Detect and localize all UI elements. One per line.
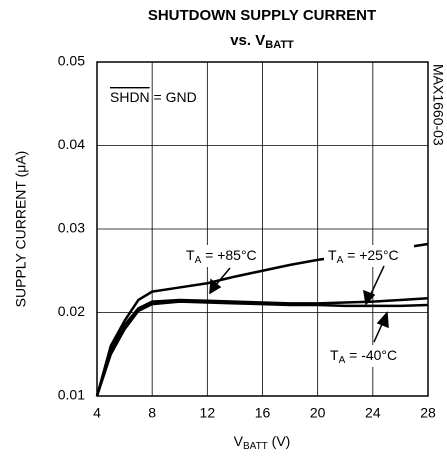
series-label: TA = -40°C (330, 347, 397, 366)
x-tick-label: 20 (310, 405, 326, 421)
y-tick-label: 0.02 (58, 303, 85, 319)
x-axis-label: VBATT (V) (234, 433, 291, 452)
x-tick-label: 8 (148, 405, 156, 421)
series-label: TA = +85°C (186, 247, 257, 266)
y-tick-label: 0.04 (58, 136, 85, 152)
label-bg (324, 245, 414, 267)
annotation: MAX1660-03 (430, 64, 446, 146)
x-tick-label: 28 (420, 405, 436, 421)
series-line (95, 300, 429, 397)
y-axis-label: SUPPLY CURRENT (μA) (13, 151, 29, 308)
annotation: SHDN = GND (110, 89, 197, 105)
series-label: TA = +25°C (328, 247, 399, 266)
y-tick-label: 0.03 (58, 220, 85, 236)
y-tick-label: 0.01 (58, 387, 85, 403)
plot-frame (96, 61, 429, 397)
chart-title: SHUTDOWN SUPPLY CURRENT (148, 7, 376, 24)
x-tick-label: 24 (365, 405, 381, 421)
x-tick-label: 4 (93, 405, 101, 421)
y-tick-label: 0.05 (58, 53, 85, 69)
arrows (209, 265, 389, 343)
label-bg (184, 245, 262, 267)
series-line (95, 297, 429, 397)
x-tick-label: 12 (200, 405, 216, 421)
x-tick-label: 16 (255, 405, 271, 421)
chart-subtitle: vs. VBATT (230, 32, 294, 51)
label-bg (326, 345, 418, 367)
